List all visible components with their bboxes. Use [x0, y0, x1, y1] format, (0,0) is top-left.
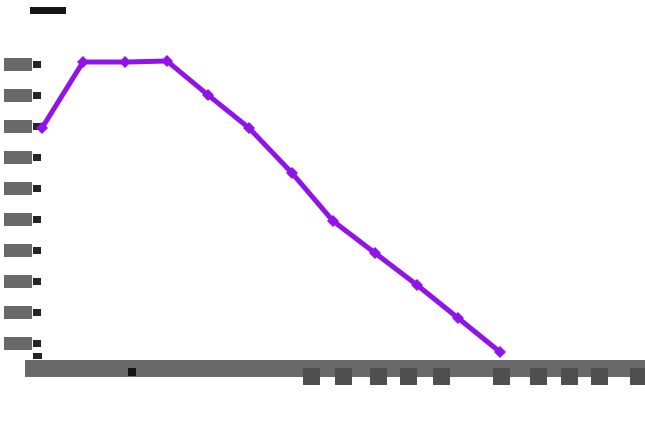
y-tick-mark [33, 60, 41, 68]
x-label-overlap-block [530, 368, 547, 385]
diamond-marker [452, 312, 464, 324]
x-label-overlap-block [433, 368, 450, 385]
data-line [39, 58, 502, 354]
y-tick-label-redacted-block [4, 305, 32, 319]
diamond-marker [494, 346, 506, 358]
diamond-marker [286, 167, 298, 179]
x-axis-dark-notch [128, 368, 136, 376]
diamond-marker [202, 89, 214, 101]
y-tick-label-redacted-block [4, 181, 32, 195]
diamond-marker [161, 55, 173, 67]
x-label-overlap-block [493, 368, 510, 385]
y-tick-label-redacted-block [4, 88, 32, 102]
y-tick-label-redacted-block [4, 274, 32, 288]
diamond-marker [327, 215, 339, 227]
x-label-overlap-block [370, 368, 387, 385]
y-tick-mark [33, 153, 41, 161]
diamond-marker [369, 247, 381, 259]
y-tick-label-redacted-block [4, 243, 32, 257]
y-tick-label-redacted-block [4, 57, 32, 71]
x-label-overlap-block [400, 368, 417, 385]
x-label-overlap-block [630, 368, 645, 385]
x-axis-corner-tick-mark [33, 353, 42, 359]
x-label-overlap-block [335, 368, 352, 385]
diamond-marker [36, 122, 48, 134]
data-point-markers [36, 55, 506, 358]
x-label-overlap-block [591, 368, 608, 385]
diamond-marker [119, 56, 131, 68]
y-tick-label-redacted-block [4, 336, 32, 350]
y-tick-mark [33, 246, 41, 254]
y-tick-label-redacted-block [4, 212, 32, 226]
x-label-overlap-block [303, 368, 320, 385]
y-tick-mark [33, 91, 41, 99]
diamond-marker [243, 122, 255, 134]
y-tick-mark [33, 184, 41, 192]
y-tick-mark [33, 339, 41, 347]
chart-title-redacted-block [30, 7, 66, 14]
y-tick-mark [33, 308, 41, 316]
y-tick-mark [33, 277, 41, 285]
diamond-marker [77, 56, 89, 68]
y-tick-label-redacted-block [4, 150, 32, 164]
y-tick-label-redacted-block [4, 119, 32, 133]
diamond-marker [411, 279, 423, 291]
y-tick-mark [33, 122, 41, 130]
y-tick-mark [33, 215, 41, 223]
x-label-overlap-block [561, 368, 578, 385]
